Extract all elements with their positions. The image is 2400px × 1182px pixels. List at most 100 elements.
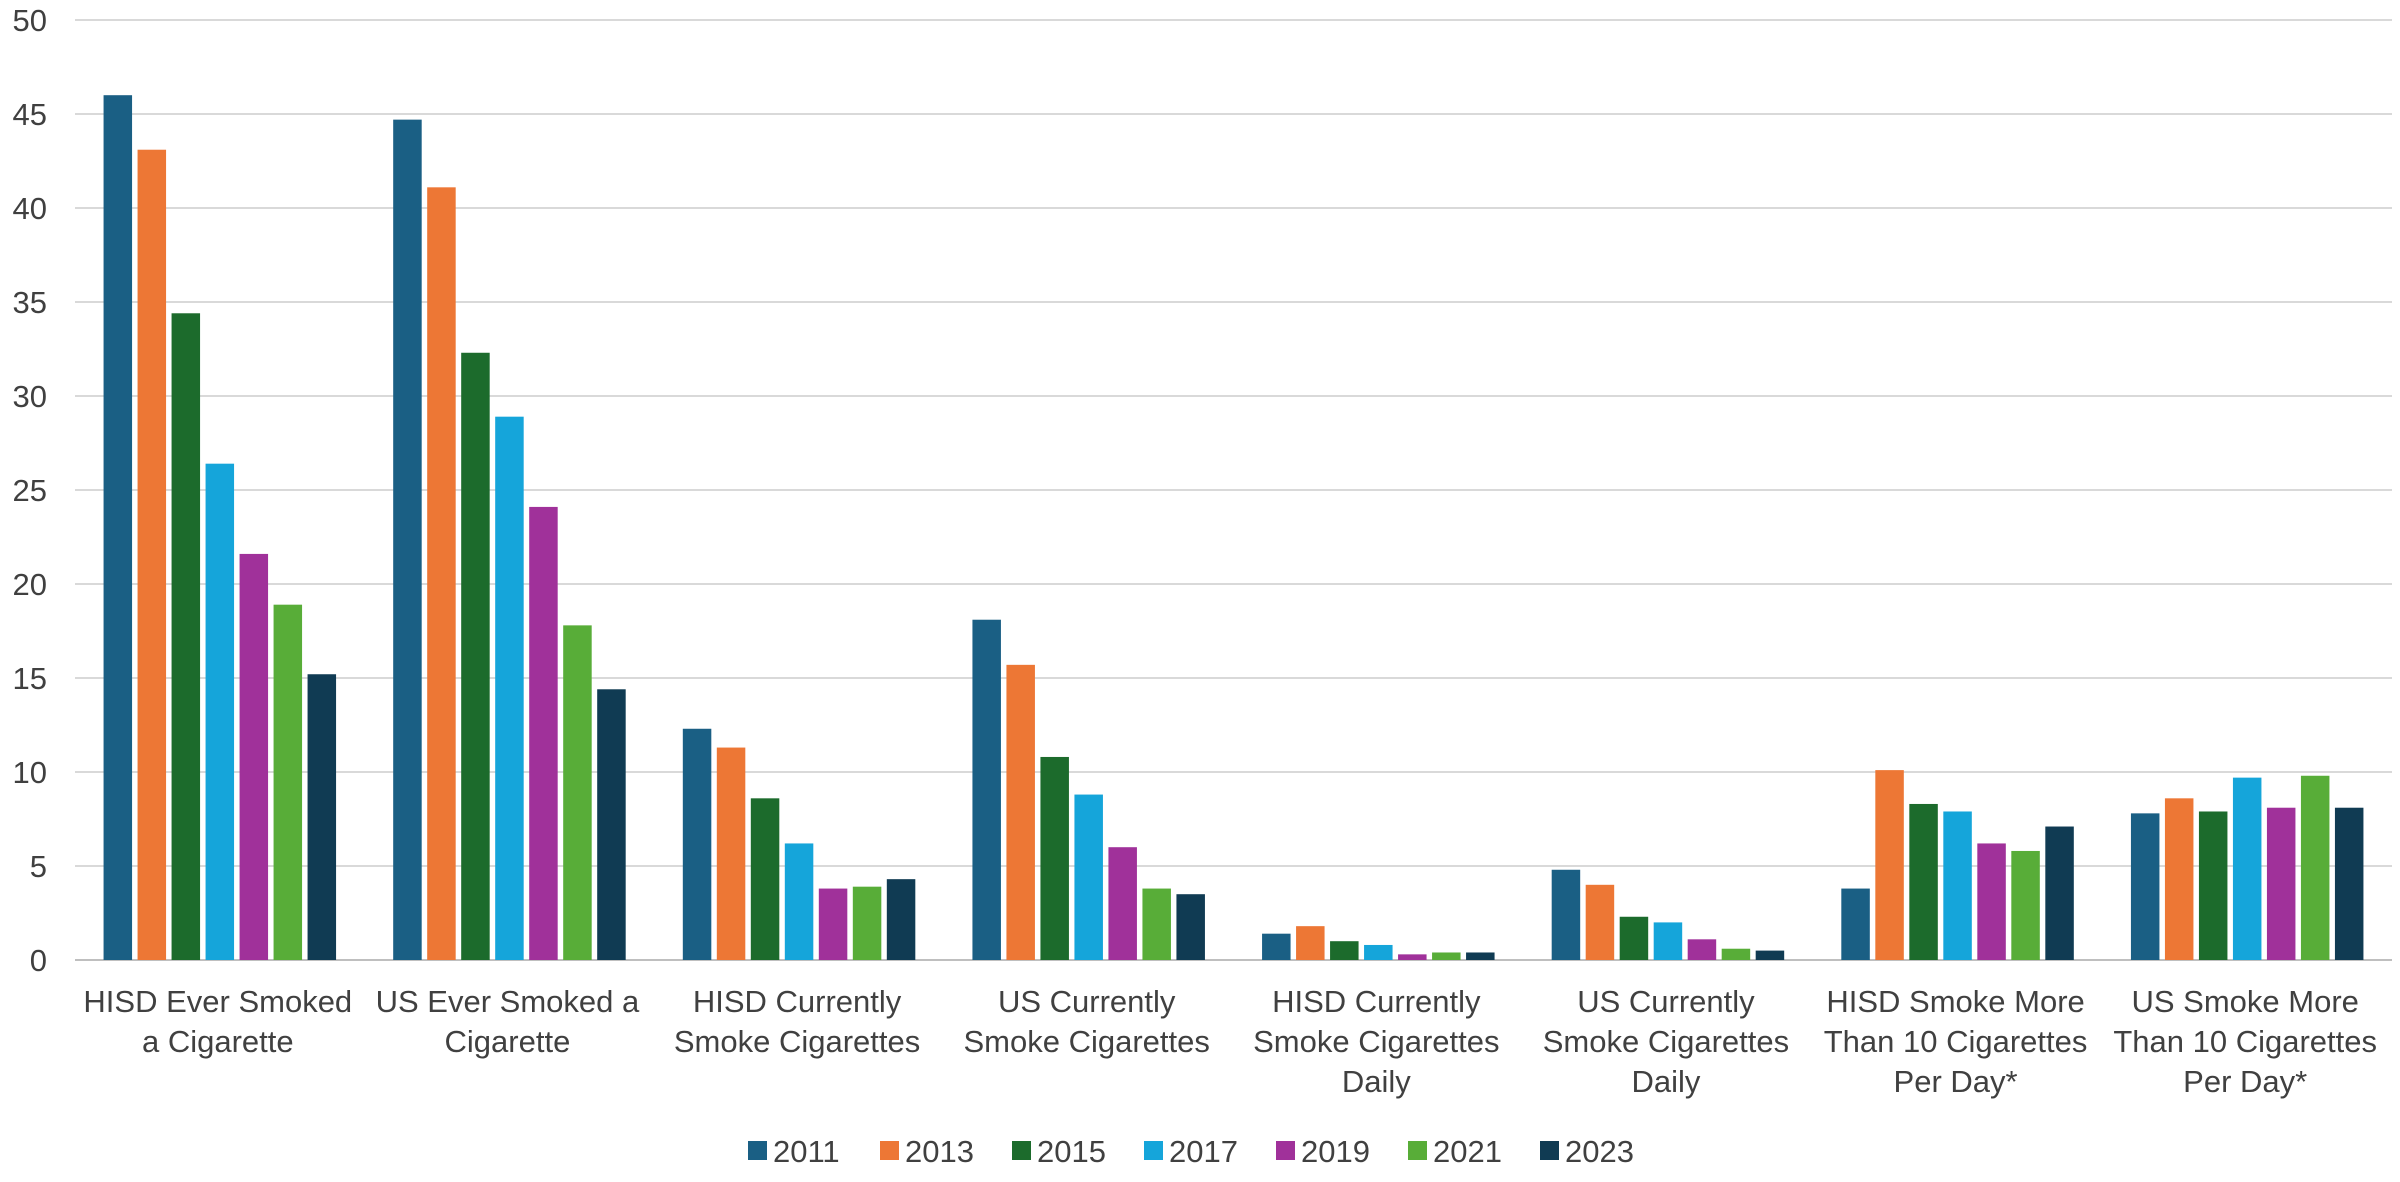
bar-2021-cat-0 (273, 604, 303, 960)
bar-2017-cat-2 (784, 843, 814, 960)
bar-2023-cat-5 (1755, 950, 1785, 960)
y-tick-label: 20 (13, 567, 47, 602)
legend-swatch-2011 (748, 1141, 767, 1160)
category-label: Daily (1342, 1064, 1411, 1099)
bar-2011-cat-6 (1841, 888, 1870, 960)
category-label: Smoke Cigarettes (963, 1024, 1209, 1059)
bars (103, 95, 2364, 961)
legend-label: 2013 (905, 1134, 974, 1169)
category-label: Smoke Cigarettes (1543, 1024, 1789, 1059)
y-tick-label: 10 (13, 755, 47, 790)
legend: 2011 2013 2015 2017 2019 2021 2023 (748, 1134, 1634, 1169)
category-label: HISD Currently (693, 984, 902, 1019)
bar-2019-cat-5 (1687, 939, 1717, 960)
bar-2023-cat-6 (2045, 826, 2074, 960)
bar-2013-cat-0 (137, 149, 167, 961)
legend-swatch-2017 (1144, 1141, 1163, 1160)
y-tick-label: 35 (13, 285, 47, 320)
bar-2011-cat-3 (972, 619, 1001, 960)
bar-2015-cat-2 (750, 798, 780, 960)
y-tick-label: 40 (13, 191, 47, 226)
bar-2021-cat-3 (1142, 888, 1171, 960)
bar-2015-cat-1 (461, 352, 490, 960)
bar-2017-cat-0 (205, 463, 235, 960)
bar-2015-cat-0 (171, 313, 201, 960)
bar-2015-cat-5 (1619, 916, 1649, 960)
legend-swatch-2023 (1540, 1141, 1559, 1160)
bar-2023-cat-1 (597, 689, 626, 960)
category-label: US Currently (1577, 984, 1755, 1019)
gridlines (75, 19, 2392, 961)
category-label: US Smoke More (2131, 984, 2358, 1019)
y-tick-label: 0 (30, 943, 47, 978)
bar-2015-cat-4 (1330, 941, 1359, 960)
x-axis-categories: HISD Ever Smoked a Cigarette US Ever Smoke… (83, 984, 2377, 1099)
bar-2011-cat-5 (1551, 869, 1581, 960)
bar-2019-cat-7 (2266, 807, 2296, 960)
bar-2017-cat-6 (1943, 811, 1972, 960)
category-label: HISD Currently (1272, 984, 1481, 1019)
legend-label: 2017 (1169, 1134, 1238, 1169)
bar-2023-cat-3 (1176, 894, 1205, 960)
category-label: Daily (1631, 1064, 1700, 1099)
bar-2019-cat-1 (529, 506, 558, 960)
y-axis-ticks: 0 5 10 15 20 25 30 35 40 45 50 (13, 3, 47, 978)
y-tick-label: 25 (13, 473, 47, 508)
bar-2013-cat-7 (2164, 798, 2194, 960)
bar-2019-cat-2 (818, 888, 848, 960)
y-tick-label: 15 (13, 661, 47, 696)
bar-2017-cat-4 (1364, 944, 1393, 960)
y-tick-label: 5 (30, 849, 47, 884)
bar-2021-cat-6 (2011, 850, 2040, 960)
bar-2015-cat-6 (1909, 803, 1938, 960)
y-tick-label: 45 (13, 97, 47, 132)
bar-2021-cat-5 (1721, 948, 1751, 960)
bar-2011-cat-7 (2130, 813, 2160, 960)
category-label: Cigarette (445, 1024, 571, 1059)
legend-label: 2011 (773, 1134, 840, 1169)
bar-2019-cat-6 (1977, 843, 2006, 960)
legend-swatch-2013 (880, 1141, 899, 1160)
bar-2019-cat-3 (1108, 847, 1137, 960)
bar-2021-cat-4 (1432, 952, 1461, 960)
category-label: a Cigarette (142, 1024, 294, 1059)
legend-swatch-2019 (1276, 1141, 1295, 1160)
bar-2017-cat-5 (1653, 922, 1683, 960)
bar-2015-cat-3 (1040, 756, 1069, 960)
bar-2011-cat-2 (682, 728, 712, 960)
legend-label: 2019 (1301, 1134, 1370, 1169)
bar-2023-cat-4 (1466, 952, 1495, 960)
bar-2011-cat-1 (393, 119, 422, 960)
category-label: Per Day* (1894, 1064, 2018, 1099)
bar-2013-cat-5 (1585, 884, 1615, 960)
category-label: US Currently (998, 984, 1176, 1019)
legend-swatch-2015 (1012, 1141, 1031, 1160)
bar-2013-cat-1 (427, 187, 456, 960)
bar-2021-cat-7 (2300, 775, 2330, 960)
legend-label: 2015 (1037, 1134, 1106, 1169)
category-label: Than 10 Cigarettes (1824, 1024, 2088, 1059)
category-label: HISD Ever Smoked (83, 984, 352, 1019)
legend-label: 2021 (1433, 1134, 1502, 1169)
category-label: Smoke Cigarettes (1253, 1024, 1499, 1059)
category-label: Smoke Cigarettes (674, 1024, 920, 1059)
bar-2017-cat-3 (1074, 794, 1103, 960)
category-label: HISD Smoke More (1826, 984, 2084, 1019)
bar-2017-cat-1 (495, 416, 524, 960)
bar-2013-cat-6 (1875, 770, 1904, 960)
bar-2021-cat-2 (852, 886, 882, 960)
bar-2023-cat-7 (2334, 807, 2364, 960)
bar-2013-cat-2 (716, 747, 746, 960)
bar-2013-cat-3 (1006, 664, 1035, 960)
bar-2019-cat-0 (239, 553, 269, 960)
bar-2023-cat-0 (307, 674, 337, 960)
y-tick-label: 50 (13, 3, 47, 38)
bar-2021-cat-1 (563, 625, 592, 960)
bar-2013-cat-4 (1296, 926, 1325, 960)
bar-2011-cat-0 (103, 95, 133, 960)
bar-2023-cat-2 (886, 879, 916, 960)
bar-2019-cat-4 (1398, 954, 1427, 960)
category-label: Than 10 Cigarettes (2113, 1024, 2377, 1059)
